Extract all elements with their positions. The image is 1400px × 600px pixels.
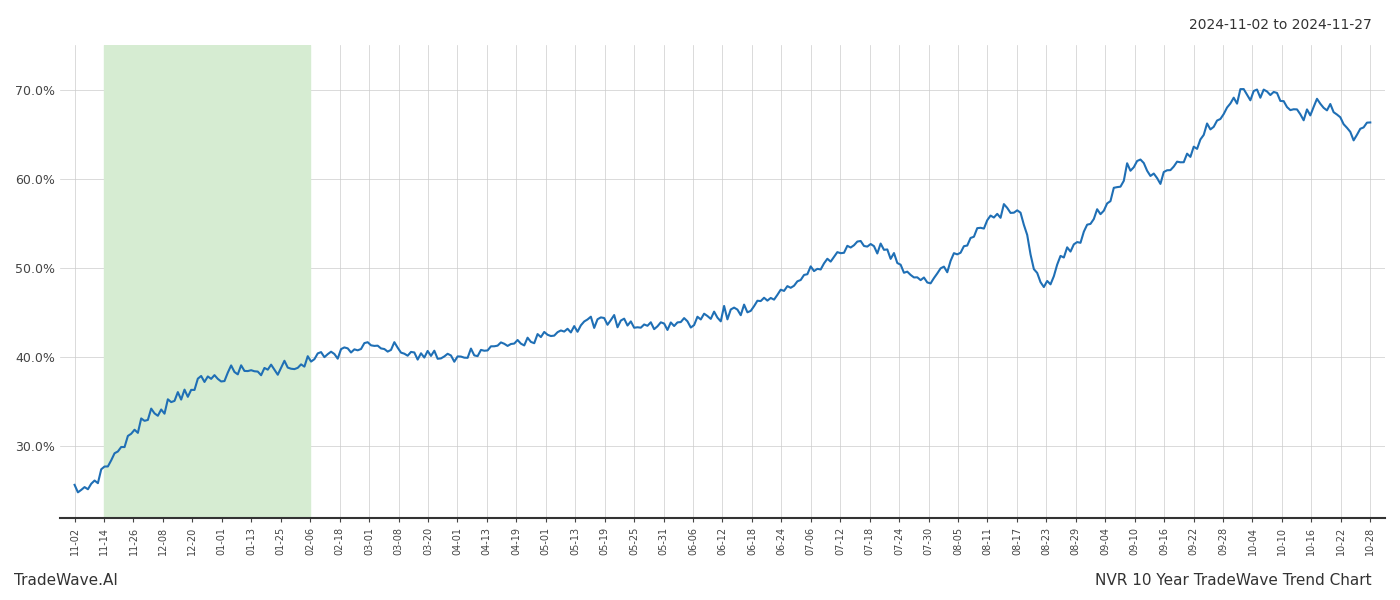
Text: NVR 10 Year TradeWave Trend Chart: NVR 10 Year TradeWave Trend Chart [1095, 573, 1372, 588]
Bar [104, 45, 311, 518]
Text: 2024-11-02 to 2024-11-27: 2024-11-02 to 2024-11-27 [1189, 18, 1372, 32]
Text: TradeWave.AI: TradeWave.AI [14, 573, 118, 588]
